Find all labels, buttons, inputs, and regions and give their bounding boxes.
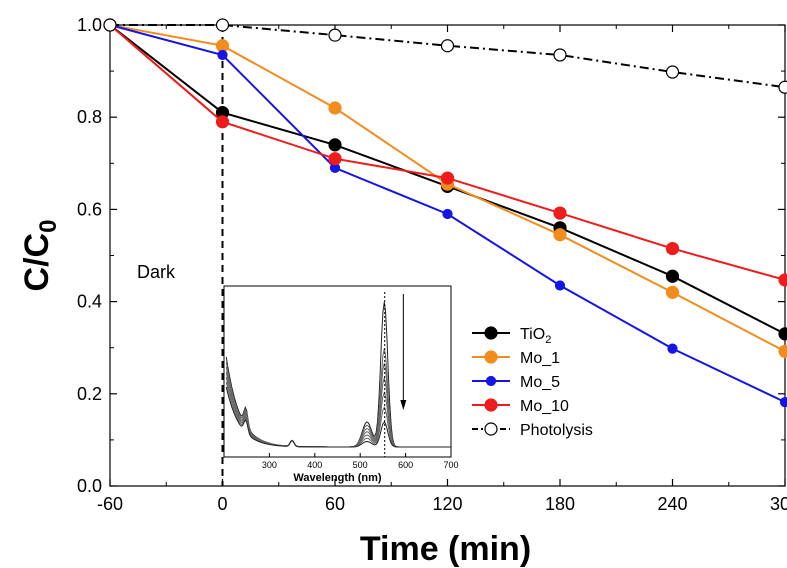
data-point bbox=[440, 171, 455, 185]
inset-x-tick-label: 600 bbox=[398, 460, 413, 470]
x-tick-label: 300 bbox=[770, 494, 787, 514]
inset-x-tick-label: 400 bbox=[307, 460, 322, 470]
y-tick-label: 0.8 bbox=[77, 107, 102, 127]
legend-marker bbox=[484, 398, 498, 412]
data-point bbox=[667, 343, 678, 354]
data-point bbox=[554, 280, 566, 291]
data-point bbox=[553, 206, 567, 220]
y-axis-label-subscript: 0 bbox=[35, 220, 62, 233]
inset-x-tick-label: 300 bbox=[262, 460, 277, 470]
series-mo-10 bbox=[103, 18, 787, 287]
plot-frame-layer: -60 0 60 120 180 240 300 0.0 0.2 0.4 0.6 0.8 1.0 Time… bbox=[18, 15, 787, 568]
x-tick-label: 180 bbox=[545, 494, 575, 514]
data-point bbox=[665, 65, 680, 79]
legend-label-text: Photolysis bbox=[520, 422, 593, 439]
data-point bbox=[779, 396, 787, 408]
legend-label-subscript: 2 bbox=[545, 334, 551, 346]
data-point bbox=[553, 48, 567, 62]
data-point bbox=[328, 101, 342, 115]
data-point bbox=[328, 152, 342, 166]
y-axis-label: C/C0 bbox=[18, 220, 62, 292]
data-point bbox=[665, 285, 680, 299]
y-tick-label: 1.0 bbox=[77, 15, 102, 35]
legend-label-text: Mo_10 bbox=[520, 398, 569, 415]
series-layer bbox=[103, 18, 787, 408]
data-point bbox=[440, 39, 455, 53]
series-line bbox=[109, 24, 786, 281]
data-point bbox=[215, 18, 230, 32]
data-point bbox=[215, 115, 230, 129]
inset-x-tick-label: 500 bbox=[353, 460, 368, 470]
x-tick-label: 0 bbox=[217, 494, 227, 514]
inset-x-tick-label: 700 bbox=[443, 460, 458, 470]
data-point bbox=[665, 241, 680, 256]
x-tick-label: 240 bbox=[657, 494, 687, 514]
legend-label-text: Mo_5 bbox=[520, 374, 560, 391]
x-tick-label: -60 bbox=[97, 494, 123, 514]
data-point bbox=[328, 138, 342, 152]
legend-item: Mo_1 bbox=[472, 350, 560, 367]
x-tick-label: 60 bbox=[325, 494, 345, 514]
y-axis-label-main: C/C bbox=[18, 233, 56, 292]
y-tick-label: 0.6 bbox=[77, 199, 102, 219]
dark-annotation: Dark bbox=[137, 262, 176, 282]
legend-label: TiO2 bbox=[520, 326, 551, 346]
legend-label: Photolysis bbox=[520, 422, 593, 439]
data-point bbox=[665, 269, 680, 283]
data-point bbox=[553, 228, 567, 242]
legend-label-text: Mo_1 bbox=[520, 350, 560, 367]
data-point bbox=[778, 344, 787, 358]
data-point bbox=[778, 327, 787, 341]
legend-layer: TiO2 Mo_1 Mo_5 Mo_10 Photolysis bbox=[472, 326, 593, 439]
x-tick-label: 120 bbox=[432, 494, 462, 514]
legend-item: Mo_5 bbox=[472, 374, 560, 391]
data-point bbox=[217, 49, 228, 61]
legend-marker bbox=[484, 326, 498, 340]
legend-label-text: TiO bbox=[520, 326, 545, 343]
series-mo-5 bbox=[104, 19, 787, 408]
series-line bbox=[110, 24, 786, 89]
data-point bbox=[328, 28, 342, 42]
data-point bbox=[103, 18, 117, 32]
legend-item: Photolysis bbox=[472, 422, 593, 439]
legend-label: Mo_10 bbox=[520, 398, 569, 415]
inset-spectrum-curve bbox=[225, 386, 451, 448]
legend-marker bbox=[484, 422, 498, 436]
data-point bbox=[778, 80, 787, 94]
legend-marker bbox=[484, 350, 498, 364]
series-photolysis bbox=[103, 18, 787, 94]
inset-x-axis-label: Wavelength (nm) bbox=[293, 472, 382, 484]
legend-marker bbox=[485, 375, 497, 387]
data-point bbox=[442, 208, 453, 220]
legend-item: TiO2 bbox=[472, 326, 551, 346]
y-tick-label: 0.2 bbox=[77, 384, 102, 404]
y-tick-label: 0.0 bbox=[77, 476, 102, 496]
y-tick-label: 0.4 bbox=[77, 292, 102, 312]
legend-label: Mo_1 bbox=[520, 350, 560, 367]
legend-item: Mo_10 bbox=[472, 398, 569, 415]
legend-label: Mo_5 bbox=[520, 374, 560, 391]
inset-border bbox=[223, 285, 452, 458]
inset-layer: 300 400 500 600 700 Wavelength (nm) bbox=[223, 285, 459, 484]
x-axis-label: Time (min) bbox=[360, 530, 531, 568]
inset-arrow-head bbox=[400, 400, 407, 410]
data-point bbox=[778, 273, 787, 287]
